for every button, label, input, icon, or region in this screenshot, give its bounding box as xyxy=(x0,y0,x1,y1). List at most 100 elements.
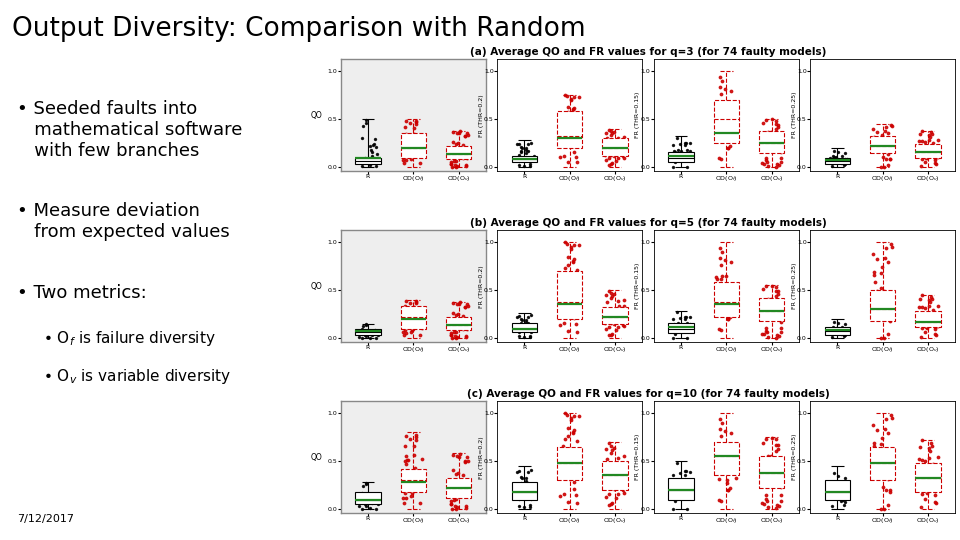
Point xyxy=(826,488,841,496)
Point xyxy=(512,495,527,503)
Point xyxy=(825,502,840,510)
Point xyxy=(612,148,628,157)
Point xyxy=(408,431,423,440)
Point xyxy=(770,444,785,453)
Point xyxy=(756,129,772,138)
Point xyxy=(927,325,943,333)
Point xyxy=(563,458,578,467)
Point xyxy=(870,287,885,295)
Point xyxy=(726,460,741,468)
Point xyxy=(397,153,413,161)
Point xyxy=(561,261,576,269)
Point xyxy=(609,326,624,335)
Text: 7/12/2017: 7/12/2017 xyxy=(17,514,74,524)
Point xyxy=(678,467,693,476)
Point xyxy=(876,482,891,491)
Point xyxy=(679,163,694,171)
Point xyxy=(409,435,424,444)
Point xyxy=(866,249,881,258)
Point xyxy=(769,500,784,509)
Point xyxy=(598,291,613,299)
Point xyxy=(526,323,541,332)
Point xyxy=(397,302,413,310)
Point xyxy=(760,161,776,170)
Point xyxy=(566,133,582,141)
Point xyxy=(874,455,889,463)
Point xyxy=(603,484,618,492)
Point xyxy=(918,157,933,166)
Point xyxy=(612,137,627,145)
Point xyxy=(446,328,462,336)
Point xyxy=(569,327,585,336)
Point xyxy=(450,468,466,477)
Point xyxy=(765,306,780,315)
Point xyxy=(447,318,463,326)
Point xyxy=(400,309,416,318)
Point xyxy=(667,158,683,166)
Point xyxy=(755,329,770,338)
Bar xyxy=(668,323,694,333)
Point xyxy=(708,102,724,111)
Point xyxy=(770,441,785,450)
Point xyxy=(828,324,844,333)
Point xyxy=(838,497,853,506)
Point xyxy=(555,271,570,279)
Point xyxy=(826,480,841,489)
Point xyxy=(565,314,581,322)
Point xyxy=(452,152,468,160)
Point xyxy=(723,258,738,266)
Point xyxy=(407,313,422,322)
Point xyxy=(826,326,841,335)
Point xyxy=(719,479,734,488)
Point xyxy=(511,139,526,148)
Point xyxy=(667,321,683,329)
Bar xyxy=(400,306,426,328)
Point xyxy=(711,288,727,296)
Point xyxy=(616,302,632,310)
Point xyxy=(667,147,683,156)
Point xyxy=(513,481,528,489)
Point xyxy=(523,156,539,165)
Point xyxy=(882,315,898,323)
Point xyxy=(598,156,613,164)
Point xyxy=(397,460,413,469)
Point xyxy=(828,488,843,496)
Point xyxy=(604,144,619,152)
Text: • O$_v$ is variable diversity: • O$_v$ is variable diversity xyxy=(43,367,231,386)
Point xyxy=(723,313,738,321)
Point xyxy=(770,287,785,296)
Point xyxy=(512,157,527,165)
Point xyxy=(522,501,538,509)
Point xyxy=(569,266,585,275)
Point xyxy=(458,457,473,466)
Point xyxy=(828,482,844,491)
Point xyxy=(598,492,613,501)
Point xyxy=(765,138,780,146)
Point xyxy=(867,133,882,141)
Point xyxy=(721,486,736,495)
Bar xyxy=(445,146,471,159)
Point xyxy=(559,92,574,100)
Point xyxy=(565,428,581,436)
Point xyxy=(867,134,882,143)
Point xyxy=(674,489,689,498)
Point xyxy=(513,148,528,157)
Point xyxy=(914,154,929,163)
Point xyxy=(883,411,899,420)
Bar xyxy=(512,482,538,500)
Point xyxy=(520,468,536,476)
Point xyxy=(679,334,694,342)
Point xyxy=(823,158,838,166)
Point xyxy=(665,504,681,513)
Point xyxy=(413,330,428,339)
Point xyxy=(604,312,619,321)
Point xyxy=(717,85,732,93)
Bar xyxy=(445,317,471,330)
Point xyxy=(930,321,946,330)
Point xyxy=(518,476,534,485)
Point xyxy=(413,498,428,507)
Point xyxy=(604,129,619,138)
Point xyxy=(720,456,735,465)
Point xyxy=(409,472,424,481)
Bar xyxy=(602,461,628,490)
